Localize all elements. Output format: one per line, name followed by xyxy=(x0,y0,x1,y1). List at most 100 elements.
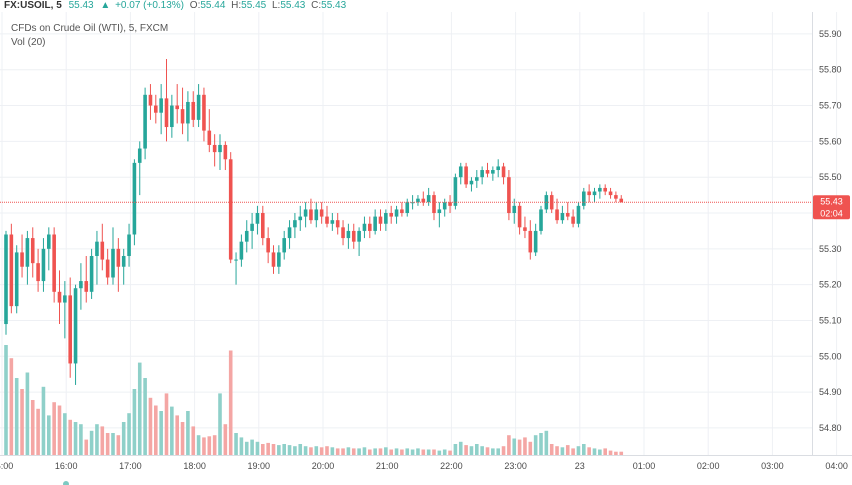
candle-body xyxy=(159,98,163,113)
candle-body xyxy=(282,238,286,253)
candle-up xyxy=(121,248,126,285)
volume-bar xyxy=(20,389,24,455)
candle-down xyxy=(432,191,436,221)
candle-body xyxy=(132,162,137,235)
candle-down xyxy=(57,270,62,325)
candle-body xyxy=(234,259,238,261)
candle-body xyxy=(266,238,270,253)
time-axis[interactable]: 15:00 16:00 17:00 18:00 19:00 20:00 21:00 22:00… xyxy=(0,461,848,471)
volume-bar xyxy=(507,435,511,455)
volume-bar xyxy=(14,378,19,455)
volume-bar xyxy=(196,435,201,455)
volume-bars xyxy=(4,345,624,455)
price-axis[interactable]: 55.9055.8055.7055.6055.5055.4055.3055.20… xyxy=(819,29,842,433)
volume-bar xyxy=(175,415,179,455)
volume-bar xyxy=(89,430,94,455)
candle-up xyxy=(582,187,586,210)
open-value: 55.44 xyxy=(200,0,225,11)
candle-body xyxy=(341,227,345,239)
candle-body xyxy=(314,209,319,221)
candle-up xyxy=(592,187,597,203)
volume-bar xyxy=(517,439,522,455)
symbol-label[interactable]: FX:USOIL, 5 xyxy=(4,0,62,11)
high-value: 55.45 xyxy=(241,0,266,11)
candle-body xyxy=(598,187,602,192)
last-price-value: 55.43 xyxy=(820,196,843,206)
volume-bar xyxy=(608,450,613,455)
volume-bar xyxy=(298,444,303,455)
candle-up xyxy=(480,166,484,185)
candle-down xyxy=(587,184,591,203)
candle-up xyxy=(137,141,142,196)
volume-bar xyxy=(202,437,206,455)
candle-up xyxy=(250,213,254,249)
candle-down xyxy=(266,227,270,264)
candle-down xyxy=(164,58,169,142)
candle-down xyxy=(319,202,324,224)
candle-up xyxy=(143,87,147,160)
candle-up xyxy=(314,202,319,228)
price-tick-label: 55.80 xyxy=(819,65,842,75)
volume-bar xyxy=(191,426,196,455)
candle-down xyxy=(325,205,329,228)
candle-body xyxy=(485,170,490,174)
candle-body xyxy=(421,198,426,203)
candle-body xyxy=(271,252,276,267)
volume-bar xyxy=(116,435,121,455)
candle-body xyxy=(512,205,517,214)
candle-body xyxy=(47,234,51,249)
candle-down xyxy=(335,213,340,235)
candle-up xyxy=(437,202,442,228)
candle-up xyxy=(426,187,431,206)
volume-bar xyxy=(592,448,597,455)
volume-bar xyxy=(469,446,474,455)
candle-up xyxy=(303,202,308,228)
volume-bar xyxy=(565,445,570,455)
candle-up xyxy=(453,173,458,210)
volume-bar xyxy=(52,402,56,455)
candle-body xyxy=(501,166,506,178)
candle-body xyxy=(405,202,410,214)
candle-up xyxy=(346,223,351,249)
candle-up xyxy=(373,209,377,235)
candle-body xyxy=(523,227,527,231)
volume-bar xyxy=(544,430,549,455)
candle-down xyxy=(100,223,105,271)
chart-title[interactable]: CFDs on Crude Oil (WTI), 5, FXCM xyxy=(11,23,168,34)
candle-body xyxy=(57,291,62,303)
price-tick-label: 54.90 xyxy=(819,387,842,397)
candle-body xyxy=(207,130,212,145)
volume-bar xyxy=(73,422,78,455)
volume-bar xyxy=(368,449,372,455)
volume-bar xyxy=(111,433,115,455)
candle-body xyxy=(105,259,110,278)
candle-body xyxy=(175,105,179,110)
time-tick-label: 20:00 xyxy=(312,461,335,471)
volume-bar xyxy=(239,437,244,455)
candle-body xyxy=(164,98,169,128)
candle-body xyxy=(298,216,303,221)
time-tick-label: 22:00 xyxy=(440,461,463,471)
candle-body xyxy=(368,223,372,231)
volume-bar xyxy=(9,358,14,455)
candle-up xyxy=(14,245,19,314)
time-tick-label: 18:00 xyxy=(183,461,206,471)
volume-bar xyxy=(255,441,260,455)
volume-bar xyxy=(448,450,452,455)
candle-body xyxy=(228,159,233,260)
candle-up xyxy=(41,238,46,292)
candle-body xyxy=(394,209,399,217)
time-tick-label: 19:00 xyxy=(248,461,271,471)
candle-up xyxy=(539,205,543,235)
volume-bar xyxy=(442,449,447,455)
volume-legend[interactable]: Vol (20) xyxy=(11,37,45,48)
candle-body xyxy=(475,177,479,181)
volume-bar xyxy=(539,433,543,455)
candle-body xyxy=(517,205,522,228)
candle-up xyxy=(277,245,281,274)
candle-up xyxy=(394,205,399,224)
price-tick-label: 55.50 xyxy=(819,172,842,182)
volume-bar xyxy=(587,447,591,455)
candle-body xyxy=(116,248,121,267)
